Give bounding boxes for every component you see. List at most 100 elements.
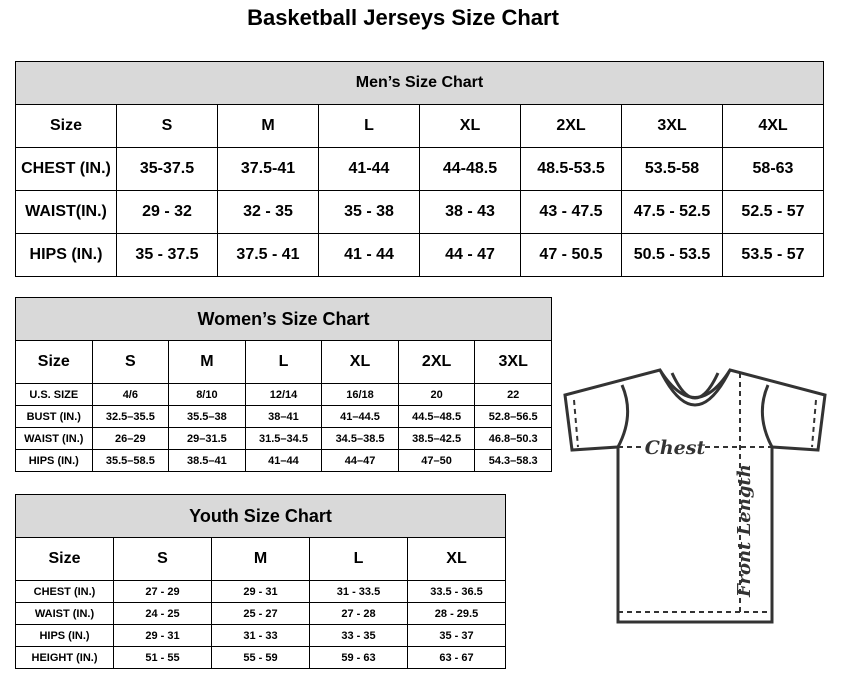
cell-value: 44–47: [321, 449, 399, 472]
cell-value: 35 - 37: [407, 624, 506, 647]
cell-value: 41-44: [318, 147, 420, 191]
cell-value: 54.3–58.3: [474, 449, 552, 472]
table-caption: Women’s Size Chart: [15, 297, 552, 341]
cell-value: 35 - 38: [318, 190, 420, 234]
cell-value: 35.5–58.5: [91, 449, 170, 472]
cell-value: 38.5–42.5: [397, 427, 476, 450]
size-header: M: [168, 340, 246, 384]
cell-value: 47–50: [397, 449, 476, 472]
cell-value: 41–44: [244, 449, 323, 472]
row-header: Size: [15, 340, 93, 384]
size-header: S: [116, 104, 218, 148]
size-header: M: [217, 104, 319, 148]
row-label: HIPS (IN.): [15, 624, 114, 647]
cell-value: 44 - 47: [419, 233, 521, 277]
table-row: WAIST (IN.) 24 - 25 25 - 27 27 - 28 28 - 29.…: [15, 602, 506, 625]
size-header: L: [244, 340, 323, 384]
size-header: 2XL: [397, 340, 476, 384]
mens-size-table: Men’s Size Chart Size S M L XL 2XL 3XL 4XL CHEST …: [15, 61, 824, 277]
row-label: U.S. SIZE: [15, 383, 93, 406]
table-row: HIPS (IN.) 35 - 37.5 37.5 - 41 41 - 44 44 - …: [15, 233, 824, 277]
cell-value: 35-37.5: [116, 147, 218, 191]
size-header: 4XL: [722, 104, 824, 148]
cell-value: 50.5 - 53.5: [621, 233, 723, 277]
cell-value: 24 - 25: [113, 602, 212, 625]
size-header: 3XL: [621, 104, 723, 148]
cell-value: 63 - 67: [407, 646, 506, 669]
table-row: CHEST (IN.) 35-37.5 37.5-41 41-44 44-48.5 48.…: [15, 147, 824, 191]
size-header: L: [309, 537, 408, 581]
cell-value: 38.5–41: [168, 449, 246, 472]
cell-value: 58-63: [722, 147, 824, 191]
page-title: Basketball Jerseys Size Chart: [247, 5, 559, 30]
cell-value: 47 - 50.5: [520, 233, 622, 277]
cell-value: 31.5–34.5: [244, 427, 323, 450]
cell-value: 31 - 33: [211, 624, 310, 647]
cell-value: 38 - 43: [419, 190, 521, 234]
size-header: XL: [407, 537, 506, 581]
table-row: CHEST (IN.) 27 - 29 29 - 31 31 - 33.5 33.5 -…: [15, 580, 506, 603]
cell-value: 51 - 55: [113, 646, 212, 669]
cell-value: 41–44.5: [321, 405, 399, 428]
row-label: HIPS (IN.): [15, 449, 93, 472]
row-label: WAIST (IN.): [15, 602, 114, 625]
cell-value: 29–31.5: [168, 427, 246, 450]
cell-value: 53.5 - 57: [722, 233, 824, 277]
cell-value: 16/18: [321, 383, 399, 406]
cell-value: 48.5-53.5: [520, 147, 622, 191]
cell-value: 37.5-41: [217, 147, 319, 191]
table-row: WAIST (IN.) 26–29 29–31.5 31.5–34.5 34.5–38.…: [15, 427, 552, 450]
size-header: L: [318, 104, 420, 148]
table-row: HIPS (IN.) 35.5–58.5 38.5–41 41–44 44–47 47–5…: [15, 449, 552, 472]
table-caption: Men’s Size Chart: [15, 61, 824, 105]
cell-value: 44.5–48.5: [397, 405, 476, 428]
cell-value: 43 - 47.5: [520, 190, 622, 234]
cell-value: 52.5 - 57: [722, 190, 824, 234]
cell-value: 31 - 33.5: [309, 580, 408, 603]
cell-value: 38–41: [244, 405, 323, 428]
row-label: CHEST (IN.): [15, 147, 117, 191]
cell-value: 22: [474, 383, 552, 406]
size-header: M: [211, 537, 310, 581]
cell-value: 47.5 - 52.5: [621, 190, 723, 234]
cell-value: 53.5-58: [621, 147, 723, 191]
youth-size-table: Youth Size Chart Size S M L XL CHEST (IN.) 27 -…: [15, 494, 506, 669]
cell-value: 41 - 44: [318, 233, 420, 277]
row-header: Size: [15, 537, 114, 581]
cell-value: 33 - 35: [309, 624, 408, 647]
cell-value: 32 - 35: [217, 190, 319, 234]
size-header: 3XL: [474, 340, 552, 384]
front-length-label: Front Length: [734, 464, 755, 598]
jersey-diagram: Chest Front Length: [563, 368, 827, 624]
cell-value: 32.5–35.5: [91, 405, 170, 428]
size-header: XL: [419, 104, 521, 148]
cell-value: 29 - 31: [211, 580, 310, 603]
table-row: HEIGHT (IN.) 51 - 55 55 - 59 59 - 63 63 - 67: [15, 646, 506, 669]
row-label: WAIST (IN.): [15, 427, 93, 450]
table-row: WAIST(IN.) 29 - 32 32 - 35 35 - 38 38 - 43 43…: [15, 190, 824, 234]
cell-value: 25 - 27: [211, 602, 310, 625]
cell-value: 34.5–38.5: [321, 427, 399, 450]
cell-value: 29 - 32: [116, 190, 218, 234]
row-label: CHEST (IN.): [15, 580, 114, 603]
table-row: U.S. SIZE 4/6 8/10 12/14 16/18 20 22: [15, 383, 552, 406]
cell-value: 29 - 31: [113, 624, 212, 647]
row-label: WAIST(IN.): [15, 190, 117, 234]
cell-value: 59 - 63: [309, 646, 408, 669]
table-caption: Youth Size Chart: [15, 494, 506, 538]
cell-value: 55 - 59: [211, 646, 310, 669]
cell-value: 35 - 37.5: [116, 233, 218, 277]
cell-value: 46.8–50.3: [474, 427, 552, 450]
row-header: Size: [15, 104, 117, 148]
cell-value: 27 - 29: [113, 580, 212, 603]
chest-label: Chest: [645, 437, 706, 459]
row-label: HEIGHT (IN.): [15, 646, 114, 669]
size-header: S: [113, 537, 212, 581]
size-header: XL: [321, 340, 399, 384]
cell-value: 52.8–56.5: [474, 405, 552, 428]
row-label: BUST (IN.): [15, 405, 93, 428]
cell-value: 12/14: [244, 383, 323, 406]
cell-value: 35.5–38: [168, 405, 246, 428]
table-row: HIPS (IN.) 29 - 31 31 - 33 33 - 35 35 - 37: [15, 624, 506, 647]
cell-value: 4/6: [91, 383, 170, 406]
